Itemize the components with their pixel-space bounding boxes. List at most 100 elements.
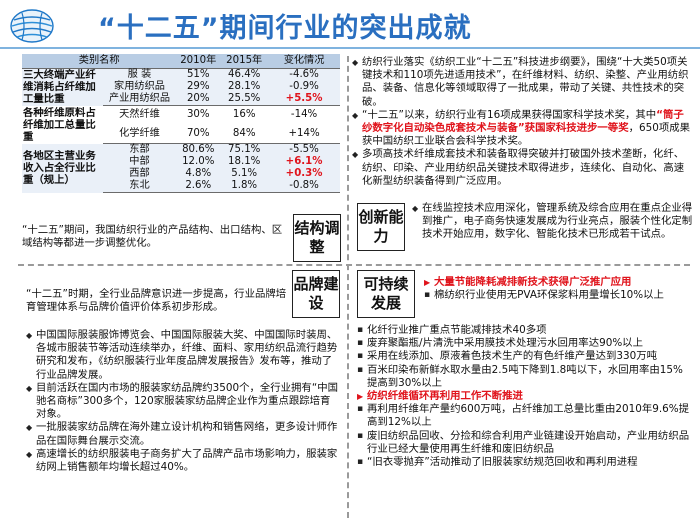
bullet-text: “十二五”以来，纺织行业有16项成果获得国家科学技术奖，其中: [362, 108, 657, 121]
brand-badge: 品牌建设: [292, 270, 340, 318]
table-header: 2015年: [220, 54, 269, 69]
sustainable-section: 化纤行业推广重点节能减排技术40多项 废弃聚酯瓶/片清洗中采用膜技术处理污水回用…: [357, 324, 693, 469]
table-cell: -0.8%: [268, 180, 340, 193]
list-item: 百米印染布新鲜水取水量由2.5吨下降到1.8吨以下，水回用率由15%提高到30%…: [357, 364, 693, 390]
table-cell: -0.9%: [268, 81, 340, 93]
vertical-divider: [347, 56, 349, 518]
table-row: 中部 12.0% 18.1% +6.1%: [22, 156, 340, 168]
innovation-badge: 创新能力: [357, 203, 405, 251]
sustainable-badge: 可持续发展: [357, 270, 415, 318]
list-item: 纺织纤维循环再利用工作不断推进: [357, 390, 693, 403]
table-cell: 16%: [220, 105, 269, 125]
table-cell: 84%: [220, 124, 269, 144]
stats-table: 类别名称 2010年 2015年 变化情况 三大终端产业纤维消耗占纤维加工量比重…: [22, 54, 340, 193]
list-item: 纺织行业落实《纺织工业“十二五”科技进步纲要》，围绕“十大类50项关键技术和11…: [352, 56, 692, 109]
bullet-highlight: “筒子纱数字化自动染色成套技术与装备”获国家科技进步一等奖: [362, 108, 684, 135]
table-cell: 51%: [176, 68, 221, 81]
table-header: 变化情况: [268, 54, 340, 69]
list-item: 多项高技术纤维成套技术和装备取得突破并打破国外技术垄断，化纤、纺织、印染、产业用…: [352, 148, 692, 188]
list-item: “十二五”以来，纺织行业有16项成果获得国家科学技术奖，其中“筒子纱数字化自动染…: [352, 109, 692, 149]
category-label: 三大终端产业纤维消耗占纤维加工量比重: [22, 68, 103, 106]
table-header-row: 类别名称 2010年 2015年 变化情况: [22, 54, 340, 69]
table-cell: 东北: [102, 180, 177, 193]
table-row: 化学纤维 70% 84% +14%: [22, 124, 340, 144]
list-item: 棉纺织行业使用无PVA环保浆料用量增长10%以上: [424, 289, 692, 302]
table-row: 家用纺织品 29% 28.1% -0.9%: [22, 81, 340, 93]
header-divider: [0, 47, 700, 49]
table-header: 2010年: [176, 54, 221, 69]
bullet-text: 化纤行业推广重点节能减排技术40多项: [367, 324, 547, 336]
structure-text: “十二五”期间，我国纺织行业的产品结构、出口结构、区域结构等都进一步调整优化。: [22, 224, 283, 250]
bullet-text: 采用在线添加、原液着色技术生产的有色纤维产量达到330万吨: [367, 350, 657, 363]
table-cell: 12.0%: [176, 156, 221, 168]
table-cell: 东部: [102, 143, 177, 156]
sustainable-top: 大量节能降耗减排新技术获得广泛推广应用 棉纺织行业使用无PVA环保浆料用量增长1…: [424, 276, 692, 303]
page-title: “十二五”期间行业的突出成就: [98, 13, 472, 44]
table-cell: 化学纤维: [102, 124, 177, 144]
bullet-text: 高速增长的纺织服装电子商务扩大了品牌产品市场影响力，服装家纺网上销售额年均增长超…: [36, 447, 338, 474]
bullet-text: 纺织行业落实《纺织工业“十二五”科技进步纲要》，围绕“十大类50项关键技术和11…: [362, 56, 689, 108]
category-label: 各地区主营业务收入占全行业比重（规上）: [22, 143, 103, 193]
table-cell: 29%: [176, 81, 221, 93]
table-row: 各种纤维原料占纤维加工总量比重 天然纤维 30% 16% -14%: [22, 105, 340, 144]
bullet-text: 中国国际服装服饰博览会、中国国际服装大奖、中国国际时装周、各城市服装节等活动连续…: [36, 329, 338, 381]
section-heading: 大量节能降耗减排新技术获得广泛推广应用: [434, 276, 632, 288]
table-cell: +6.1%: [268, 156, 340, 168]
bullet-text: “旧衣零抛弃”活动推动了旧服装家纺规范回收和再利用进程: [367, 456, 638, 469]
bullet-text: 多项高技术纤维成套技术和装备取得突破并打破国外技术垄断，化纤、纺织、印染、产业用…: [362, 148, 685, 187]
table-cell: -4.6%: [268, 68, 340, 81]
table-cell: 46.4%: [220, 68, 269, 81]
bullet-text: 目前活跃在国内市场的服装家纺品牌约3500个，全行业拥有“中国驰名商标”300多…: [36, 381, 338, 421]
logo: [8, 6, 56, 46]
list-item: “旧衣零抛弃”活动推动了旧服装家纺规范回收和再利用进程: [357, 456, 693, 469]
table-cell: 20%: [176, 93, 221, 106]
horizontal-divider: [18, 264, 690, 266]
table-cell: 30%: [176, 105, 221, 125]
table-cell: 西部: [102, 168, 177, 180]
table-cell: +5.5%: [268, 93, 340, 106]
bullet-text: 废弃聚酯瓶/片清洗中采用膜技术处理污水回用率达90%以上: [367, 337, 643, 350]
table-cell: 天然纤维: [102, 105, 177, 125]
table-cell: +0.3%: [268, 168, 340, 180]
innovation-section: 纺织行业落实《纺织工业“十二五”科技进步纲要》，围绕“十大类50项关键技术和11…: [352, 56, 692, 188]
list-item: 废弃聚酯瓶/片清洗中采用膜技术处理污水回用率达90%以上: [357, 337, 693, 350]
table-cell: 80.6%: [176, 143, 221, 156]
table-cell: -5.5%: [268, 143, 340, 156]
table-cell: 25.5%: [220, 93, 269, 106]
table-cell: 服 装: [102, 68, 177, 81]
list-item: 再利用纤维年产量约600万吨，占纤维加工总量比重由2010年9.6%提高到12%…: [357, 403, 693, 429]
table-row: 东北 2.6% 1.8% -0.8%: [22, 180, 340, 193]
table-cell: 5.1%: [220, 168, 269, 180]
table-cell: 1.8%: [220, 180, 269, 193]
list-item: 在线监控技术应用深化，管理系统及综合应用在重点企业得到推广，电子商务快速发展成为…: [412, 202, 694, 242]
table-cell: 家用纺织品: [102, 81, 177, 93]
list-item: 高速增长的纺织服装电子商务扩大了品牌产品市场影响力，服装家纺网上销售额年均增长超…: [26, 448, 338, 474]
table-cell: -14%: [268, 105, 340, 125]
table-cell: 2.6%: [176, 180, 221, 193]
list-item: 一批服装家纺品牌在海外建立设计机构和销售网络，更多设计师作品在国际舞台展示交流。: [26, 421, 338, 447]
table-row: 产业用纺织品 20% 25.5% +5.5%: [22, 93, 340, 106]
table-cell: 70%: [176, 124, 221, 144]
section-heading: 纺织纤维循环再利用工作不断推进: [367, 390, 523, 403]
brand-section: 中国国际服装服饰博览会、中国国际服装大奖、中国国际时装周、各城市服装节等活动连续…: [26, 329, 338, 474]
table-row: 三大终端产业纤维消耗占纤维加工量比重 服 装 51% 46.4% -4.6%: [22, 68, 340, 106]
table-row: 各地区主营业务收入占全行业比重（规上） 东部 80.6% 75.1% -5.5%: [22, 143, 340, 193]
list-item: 目前活跃在国内市场的服装家纺品牌约3500个，全行业拥有“中国驰名商标”300多…: [26, 382, 338, 422]
table-cell: 28.1%: [220, 81, 269, 93]
table-cell: +14%: [268, 124, 340, 144]
bullet-text: 百米印染布新鲜水取水量由2.5吨下降到1.8吨以下，水回用率由15%提高到30%…: [367, 363, 683, 389]
bullet-text: 再利用纤维年产量约600万吨，占纤维加工总量比重由2010年9.6%提高到12%…: [367, 403, 690, 429]
structure-badge: 结构调整: [293, 214, 341, 262]
bullet-text: 废旧纺织品回收、分捡和综合利用产业链建设开始启动，产业用纺织品行业已经大量使用再…: [367, 429, 690, 455]
table-cell: 中部: [102, 156, 177, 168]
list-item: 大量节能降耗减排新技术获得广泛推广应用: [424, 276, 692, 289]
category-label: 各种纤维原料占纤维加工总量比重: [22, 105, 103, 144]
list-item: 化纤行业推广重点节能减排技术40多项: [357, 324, 693, 337]
bullet-text: 一批服装家纺品牌在海外建立设计机构和销售网络，更多设计师作品在国际舞台展示交流。: [36, 421, 338, 447]
table-cell: 75.1%: [220, 143, 269, 156]
table-row: 西部 4.8% 5.1% +0.3%: [22, 168, 340, 180]
table-header: 类别名称: [22, 54, 177, 69]
innovation-section-2: 在线监控技术应用深化，管理系统及综合应用在重点企业得到推广，电子商务快速发展成为…: [412, 202, 694, 242]
list-item: 中国国际服装服饰博览会、中国国际服装大奖、中国国际时装周、各城市服装节等活动连续…: [26, 329, 338, 382]
bullet-text: 在线监控技术应用深化，管理系统及综合应用在重点企业得到推广，电子商务快速发展成为…: [422, 202, 693, 241]
